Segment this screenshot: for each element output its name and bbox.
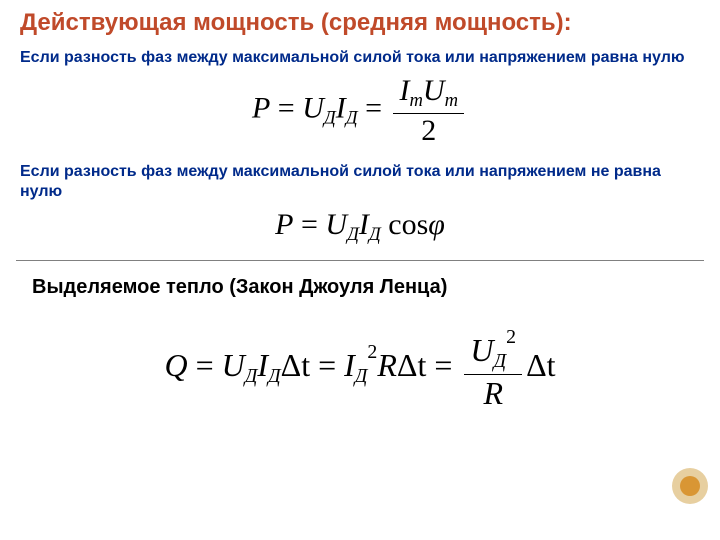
sym-Um: U: [423, 74, 445, 107]
formula-2: P = UДIД cosφ: [275, 210, 445, 245]
condition-zero-phase: Если разность фаз между максимальной сил…: [0, 42, 720, 70]
sym-den-R: R: [464, 375, 522, 409]
fraction-ImUm-2: ImUm 2: [393, 76, 464, 146]
sym-U2-sub: Д: [347, 223, 359, 244]
sym-U3: U: [222, 347, 245, 383]
sym-U5: U: [470, 332, 493, 368]
sym-sq1: 2: [367, 341, 377, 363]
sym-U2: U: [325, 208, 347, 241]
sym-P2: P: [275, 208, 293, 241]
sym-den-2: 2: [393, 114, 464, 146]
formula-1-row: P = UДIД = ImUm2: [0, 70, 720, 156]
formula-2-row: P = UДIД cosφ: [0, 204, 720, 255]
sym-I4-sub: Д: [355, 365, 368, 387]
sym-eq5: =: [310, 347, 344, 383]
sym-Im: I: [399, 74, 409, 107]
sym-I2: I: [359, 208, 369, 241]
sym-I4: I: [344, 347, 355, 383]
sym-I-sub: Д: [346, 108, 358, 129]
sym-U-sub: Д: [324, 108, 336, 129]
formula-3-row: Q = UДIДΔt = IД2RΔt = UД2RΔt: [0, 306, 720, 419]
sym-P: P: [252, 92, 270, 125]
formula-3: Q = UДIДΔt = IД2RΔt = UД2RΔt: [164, 328, 555, 409]
fraction-Ud2-R: UД2 R: [464, 328, 522, 409]
sym-Q: Q: [164, 347, 187, 383]
sym-eq: =: [270, 92, 302, 125]
sym-eq3: =: [293, 208, 325, 241]
sym-eq6: =: [426, 347, 460, 383]
sym-eq2: =: [358, 92, 390, 125]
sym-Dt3: Δt: [526, 347, 555, 383]
sym-Um-sub: m: [445, 90, 458, 111]
sym-Dt2: Δt: [397, 347, 426, 383]
sym-cos: cos: [381, 208, 429, 241]
section-divider: [16, 260, 704, 261]
sym-phi: φ: [428, 208, 445, 241]
sym-Im-sub: m: [409, 90, 422, 111]
subheading-joule-lenz: Выделяемое тепло (Закон Джоуля Ленца): [0, 265, 720, 306]
sym-eq4: =: [188, 347, 222, 383]
sym-R: R: [377, 347, 397, 383]
sym-I: I: [336, 92, 346, 125]
sym-sq2: 2: [506, 326, 516, 348]
sym-I3-sub: Д: [268, 365, 281, 387]
sym-U3-sub: Д: [245, 365, 258, 387]
sym-U5-sub: Д: [494, 350, 507, 372]
decor-dot-inner: [680, 476, 700, 496]
condition-nonzero-phase: Если разность фаз между максимальной сил…: [0, 156, 720, 204]
page-title: Действующая мощность (средняя мощность):: [0, 0, 720, 42]
formula-1: P = UДIД = ImUm2: [252, 76, 468, 146]
sym-U: U: [302, 92, 324, 125]
sym-Dt1: Δt: [281, 347, 310, 383]
sym-I3: I: [257, 347, 268, 383]
sym-I2-sub: Д: [369, 223, 381, 244]
